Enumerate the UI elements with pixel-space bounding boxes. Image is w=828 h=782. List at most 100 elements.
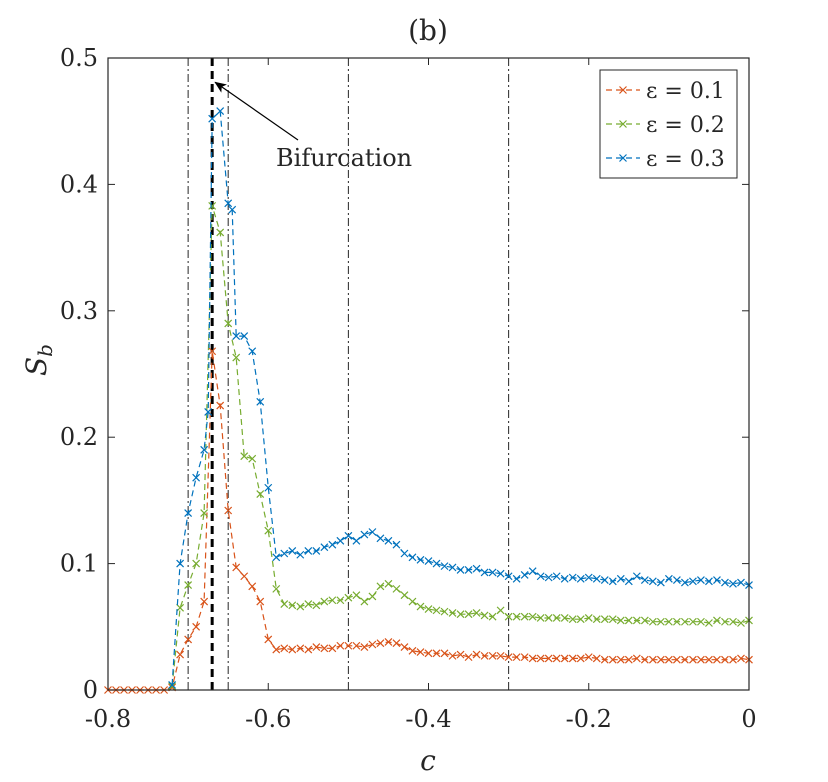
data-point-marker xyxy=(737,578,745,587)
x-tick-label: -0.6 xyxy=(245,705,291,733)
data-point-marker xyxy=(504,612,513,621)
data-point-marker xyxy=(248,454,257,463)
data-point-marker xyxy=(600,576,609,584)
data-point-marker xyxy=(240,452,249,461)
data-point-marker xyxy=(592,654,601,663)
data-point-marker xyxy=(272,645,281,654)
data-point-marker xyxy=(296,644,305,653)
chart-title: (b) xyxy=(408,14,448,47)
x-tick-label: -0.2 xyxy=(566,705,612,733)
data-point-marker xyxy=(448,563,457,572)
data-point-marker xyxy=(176,650,185,659)
data-point-marker xyxy=(424,557,433,565)
data-point-marker xyxy=(504,572,513,581)
data-point-marker xyxy=(697,617,705,626)
y-tick-label: 0 xyxy=(83,676,98,704)
data-point-marker xyxy=(640,655,649,664)
data-point-marker xyxy=(232,353,241,362)
data-point-marker xyxy=(680,578,689,587)
legend: ε = 0.1 ε = 0.2 ε = 0.3 xyxy=(599,69,738,179)
data-point-marker xyxy=(256,490,265,499)
series-2 xyxy=(168,201,753,691)
data-point-marker xyxy=(456,650,465,659)
data-point-marker xyxy=(496,606,505,615)
data-point-marker xyxy=(737,619,745,627)
y-axis-label-subscript: b xyxy=(33,344,57,357)
data-point-marker xyxy=(552,654,561,663)
data-point-marker xyxy=(680,655,689,664)
legend-marker xyxy=(619,120,627,128)
data-point-marker xyxy=(544,654,553,663)
data-point-marker xyxy=(544,614,553,622)
data-point-marker xyxy=(320,597,329,606)
data-point-marker xyxy=(440,562,449,571)
data-point-marker xyxy=(336,641,345,650)
data-point-marker xyxy=(424,649,433,658)
data-point-marker xyxy=(656,617,665,626)
data-point-marker xyxy=(408,597,417,606)
data-point-marker xyxy=(697,576,705,584)
data-point-marker xyxy=(576,574,585,583)
data-point-marker xyxy=(296,550,305,559)
data-point-marker xyxy=(344,641,353,650)
data-point-marker xyxy=(224,199,233,208)
data-point-marker xyxy=(352,536,361,545)
data-point-marker xyxy=(664,617,673,626)
data-point-marker xyxy=(448,651,457,660)
data-point-marker xyxy=(200,597,209,606)
data-point-marker xyxy=(168,682,177,691)
data-point-marker xyxy=(737,654,745,663)
data-point-marker xyxy=(705,619,713,627)
data-point-marker xyxy=(721,655,729,664)
data-point-marker xyxy=(384,638,393,646)
legend-entries: ε = 0.1 ε = 0.2 ε = 0.3 xyxy=(606,79,725,172)
data-point-marker xyxy=(560,574,569,583)
legend-marker xyxy=(619,86,627,94)
legend-label: ε = 0.3 xyxy=(646,147,725,172)
y-tick-label: 0.1 xyxy=(60,550,98,578)
data-point-marker xyxy=(568,654,577,663)
data-point-marker xyxy=(520,612,529,621)
data-point-marker xyxy=(512,574,521,583)
data-point-marker xyxy=(312,547,321,555)
data-point-marker xyxy=(632,654,641,663)
data-point-marker xyxy=(228,205,237,214)
data-point-marker xyxy=(528,567,537,576)
data-point-marker xyxy=(376,582,385,591)
data-point-marker xyxy=(616,655,625,664)
data-point-marker xyxy=(184,509,193,517)
data-point-marker xyxy=(713,576,721,584)
data-point-marker xyxy=(592,615,601,624)
data-point-marker xyxy=(240,572,249,581)
data-point-marker xyxy=(248,582,257,591)
data-point-marker xyxy=(200,445,209,454)
data-point-marker xyxy=(216,401,225,410)
series-layer xyxy=(104,107,753,694)
data-point-marker xyxy=(264,526,273,535)
data-point-marker xyxy=(624,577,633,586)
data-point-marker xyxy=(544,573,553,582)
data-point-marker xyxy=(368,592,377,601)
data-point-marker xyxy=(204,407,213,416)
legend-label: ε = 0.1 xyxy=(646,79,725,104)
data-point-marker xyxy=(576,654,585,663)
data-point-marker xyxy=(488,568,497,577)
data-point-marker xyxy=(536,654,545,663)
data-point-marker xyxy=(616,574,625,583)
data-point-marker xyxy=(408,646,417,655)
data-point-marker xyxy=(697,655,705,664)
data-point-marker xyxy=(592,574,601,583)
data-point-marker xyxy=(224,319,233,328)
data-point-marker xyxy=(616,616,625,625)
data-point-marker xyxy=(568,615,577,624)
data-point-marker xyxy=(729,617,737,626)
data-point-marker xyxy=(400,643,409,651)
data-point-marker xyxy=(721,617,729,626)
data-point-marker xyxy=(456,565,465,574)
data-point-marker xyxy=(176,603,185,612)
data-point-marker xyxy=(360,643,369,651)
y-tick-label: 0.3 xyxy=(60,297,98,325)
data-point-marker xyxy=(312,601,321,610)
legend-label: ε = 0.2 xyxy=(646,113,725,138)
